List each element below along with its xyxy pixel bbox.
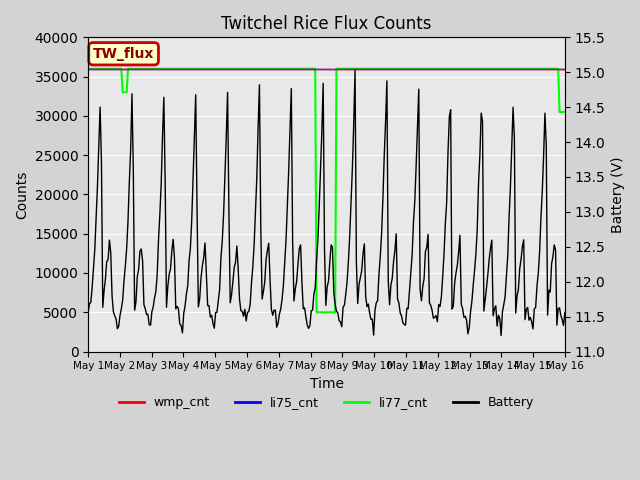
Title: Twitchel Rice Flux Counts: Twitchel Rice Flux Counts xyxy=(221,15,432,33)
X-axis label: Time: Time xyxy=(310,377,344,391)
Y-axis label: Counts: Counts xyxy=(15,170,29,218)
Legend: wmp_cnt, li75_cnt, li77_cnt, Battery: wmp_cnt, li75_cnt, li77_cnt, Battery xyxy=(114,391,540,414)
Y-axis label: Battery (V): Battery (V) xyxy=(611,156,625,233)
Text: TW_flux: TW_flux xyxy=(93,47,154,61)
